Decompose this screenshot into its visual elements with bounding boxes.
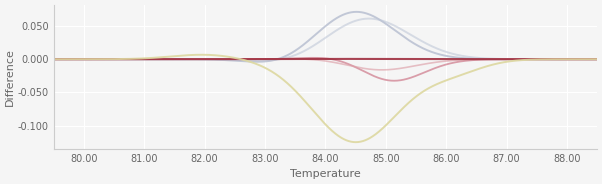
- Y-axis label: Difference: Difference: [5, 48, 15, 106]
- X-axis label: Temperature: Temperature: [290, 169, 361, 179]
